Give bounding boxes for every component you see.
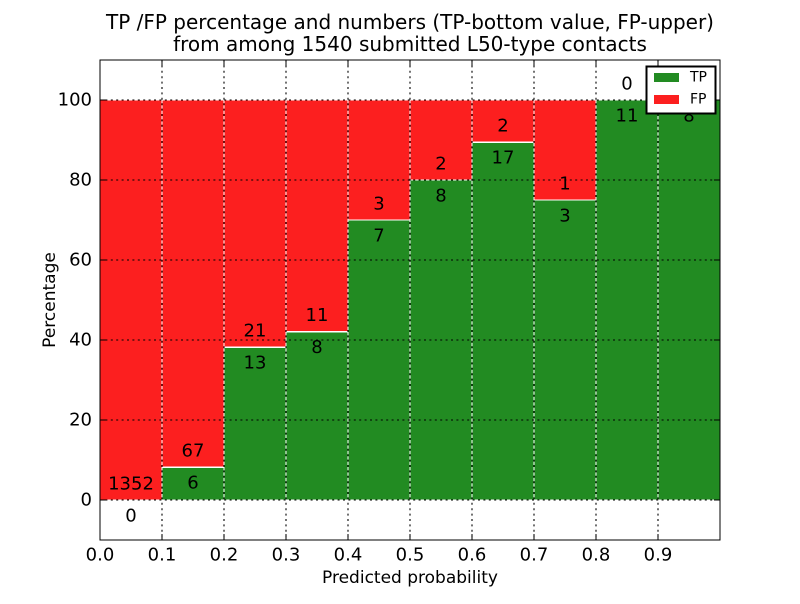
x-tick-label: 0.9 (644, 545, 673, 566)
bar-segment-tp (347, 219, 411, 501)
bar-count-tp: 8 (311, 337, 322, 358)
bar-count-fp: 11 (306, 305, 329, 326)
y-tick-label: 80 (69, 170, 92, 191)
bar-count-tp: 0 (125, 506, 136, 527)
bar-count-fp: 67 (182, 441, 205, 462)
bar-segment-fp (285, 99, 349, 333)
bar-count-tp: 7 (373, 226, 384, 247)
legend-swatch-fp (654, 95, 679, 104)
bar-count-tp: 3 (559, 206, 570, 227)
bar-count-fp: 0 (621, 74, 632, 95)
legend-label-tp: TP (689, 70, 707, 86)
bar-count-tp: 13 (244, 353, 267, 374)
bar-count-tp: 17 (492, 148, 515, 169)
chart-title-line2: from among 1540 submitted L50-type conta… (173, 32, 647, 56)
legend-label-fp: FP (690, 92, 707, 108)
bar-count-tp: 8 (435, 186, 446, 207)
bar-segment-fp (223, 99, 287, 348)
bar-segment-tp (657, 99, 721, 501)
chart-title-line1: TP /FP percentage and numbers (TP-bottom… (105, 10, 714, 34)
x-tick-label: 0.1 (148, 545, 177, 566)
bar-segment-fp (347, 99, 411, 221)
y-tick-label: 20 (69, 410, 92, 431)
y-tick-label: 60 (69, 250, 92, 271)
bar-segment-tp (285, 330, 349, 501)
bar-segment-fp (99, 99, 163, 501)
bar-segment-fp (409, 99, 473, 181)
x-tick-label: 0.0 (86, 545, 115, 566)
bar-count-fp: 2 (497, 116, 508, 137)
x-tick-label: 0.4 (334, 545, 363, 566)
tick-labels-group: 0.0 0.1 0.2 0.3 0.4 0.5 0.6 0.7 0.8 0.90204060801… (58, 90, 673, 566)
bar-count-fp: 1352 (108, 474, 154, 495)
legend: TP FP (645, 65, 717, 115)
x-tick-label: 0.5 (396, 545, 425, 566)
legend-swatch-tp (654, 73, 679, 82)
y-tick-label: 100 (58, 90, 92, 111)
bar-count-fp: 2 (435, 154, 446, 175)
bar-segment-fp (161, 99, 225, 468)
x-tick-label: 0.7 (520, 545, 549, 566)
bar-segment-tp (533, 199, 597, 501)
bar-segment-tp (471, 141, 535, 501)
bars-group (99, 99, 721, 501)
bar-count-fp: 1 (559, 174, 570, 195)
bar-count-tp: 11 (616, 106, 639, 127)
y-tick-label: 0 (81, 490, 92, 511)
y-tick-label: 40 (69, 330, 92, 351)
x-tick-label: 0.6 (458, 545, 487, 566)
bar-count-fp: 21 (244, 321, 267, 342)
y-axis-label: Percentage (40, 252, 60, 348)
x-tick-label: 0.3 (272, 545, 301, 566)
gridlines-group (100, 60, 720, 540)
bar-count-fp: 3 (373, 194, 384, 215)
x-axis-label: Predicted probability (322, 568, 498, 588)
bar-count-tp: 6 (187, 473, 198, 494)
x-tick-label: 0.8 (582, 545, 611, 566)
bar-count-tp: 8 (683, 106, 694, 127)
bar-segment-fp (471, 99, 535, 143)
bar-segment-tp (595, 99, 659, 501)
x-tick-label: 0.2 (210, 545, 239, 566)
